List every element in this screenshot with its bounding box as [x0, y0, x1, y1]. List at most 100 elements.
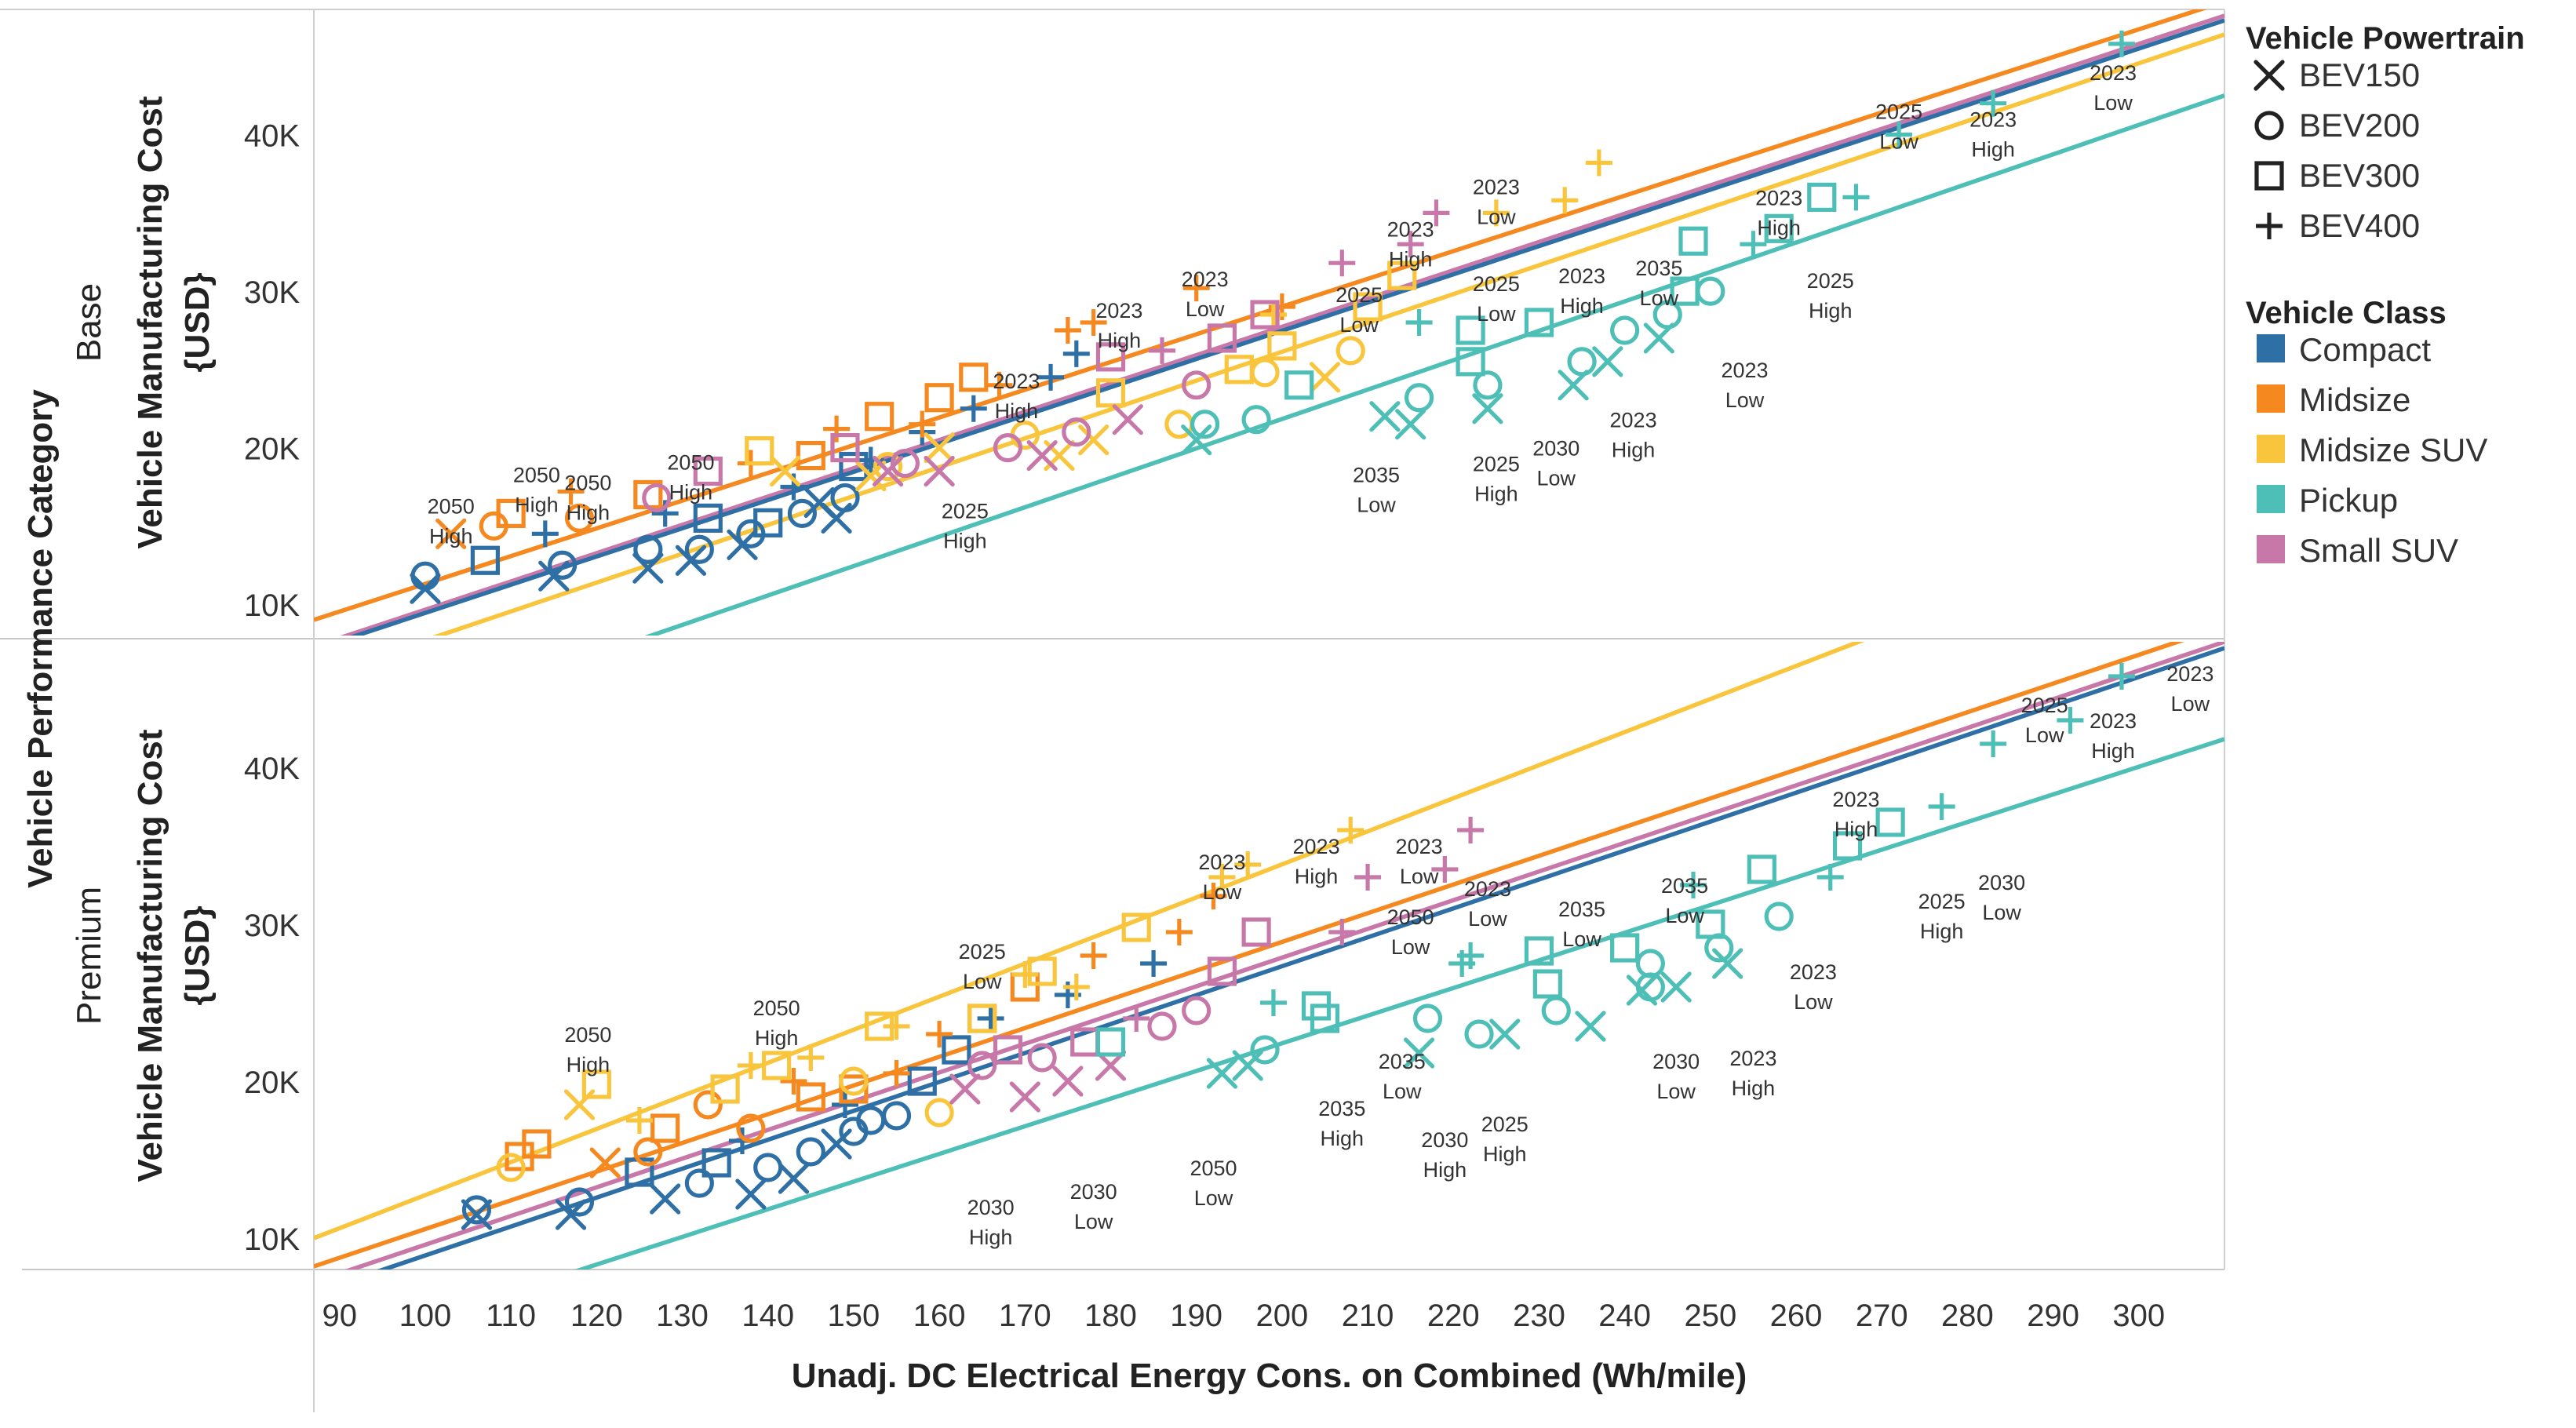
- data-point-circle: [642, 483, 672, 513]
- data-point-square: [650, 1113, 680, 1143]
- data-point-square: [1207, 956, 1237, 986]
- point-annotation: Low: [2025, 723, 2064, 747]
- data-point-circle: [753, 1153, 783, 1182]
- legend-powertrain-label: BEV300: [2299, 157, 2420, 194]
- data-point-circle: [1147, 1011, 1177, 1041]
- data-point-plus: [1928, 793, 1955, 820]
- data-point-x: [650, 1183, 681, 1215]
- data-point-x: [1403, 1037, 1435, 1069]
- data-point-square: [1284, 370, 1314, 400]
- point-annotation: Low: [1194, 1186, 1233, 1210]
- point-annotation: 2030: [1532, 437, 1579, 461]
- point-annotation: 2025: [1918, 890, 1966, 913]
- point-annotation: 2023: [1610, 409, 1657, 432]
- trend-line: [344, 642, 2224, 1270]
- data-point-x: [735, 1178, 767, 1210]
- legend-powertrain-label: BEV200: [2299, 107, 2420, 144]
- data-point-plus: [1423, 199, 1450, 227]
- y-tick-label: 40K: [244, 119, 300, 154]
- point-annotation: Low: [1477, 205, 1516, 228]
- data-point-x: [461, 1199, 493, 1230]
- data-point-plus: [883, 1013, 910, 1040]
- legend-shape-square: [2254, 161, 2284, 191]
- point-annotation: 2025: [1473, 453, 1520, 476]
- point-annotation: Low: [1400, 865, 1439, 888]
- data-point-plus: [557, 478, 585, 505]
- data-point-square: [993, 1035, 1023, 1065]
- data-point-x: [949, 1073, 981, 1105]
- data-point-circle: [736, 1113, 766, 1143]
- point-annotation: 2050: [667, 451, 714, 475]
- panel-category-label: Premium: [70, 887, 108, 1025]
- data-point-x: [555, 1199, 587, 1230]
- data-point-circle: [1250, 1035, 1280, 1065]
- point-annotation: 2035: [1318, 1097, 1365, 1120]
- data-point-plus: [1182, 275, 1210, 302]
- point-annotation: 2023: [2090, 61, 2137, 85]
- legend-class-label: Compact: [2299, 331, 2431, 368]
- legend-shape-plus: [2256, 213, 2283, 239]
- point-annotation: Low: [1391, 935, 1430, 959]
- data-point-plus: [1397, 231, 1424, 258]
- x-tick-label: 120: [570, 1299, 623, 1333]
- data-point-circle: [684, 1168, 714, 1198]
- point-annotation: 2023: [1558, 264, 1605, 288]
- point-annotation: 2023: [1396, 835, 1443, 858]
- data-point-square: [745, 435, 774, 466]
- data-point-plus: [1448, 950, 1476, 977]
- x-tick-label: 270: [1856, 1299, 1908, 1333]
- point-annotation: Low: [1665, 904, 1704, 927]
- point-annotation: 2023: [1969, 108, 2017, 132]
- legend-class-label: Pickup: [2299, 482, 2398, 519]
- point-annotation: Low: [1640, 286, 1679, 310]
- data-point-plus: [1680, 872, 1707, 898]
- data-point-square: [1456, 315, 1485, 345]
- data-point-circle: [461, 1195, 492, 1225]
- data-point-square: [839, 1074, 869, 1104]
- data-point-circle: [890, 448, 920, 479]
- data-point-circle: [993, 432, 1023, 463]
- point-annotation: Low: [1879, 130, 1918, 154]
- data-point-plus: [1080, 942, 1107, 969]
- x-tick-label: 300: [2112, 1299, 2165, 1333]
- data-point-square: [693, 503, 723, 533]
- data-point-x: [821, 1128, 852, 1160]
- data-point-plus: [1431, 856, 1459, 883]
- data-point-plus: [1354, 864, 1382, 891]
- x-tick-label: 90: [322, 1299, 358, 1333]
- data-point-plus: [1816, 864, 1844, 891]
- row-axis-title: Vehicle Performance Category: [21, 389, 60, 888]
- data-point-x: [589, 1147, 621, 1178]
- data-point-square: [701, 1148, 731, 1178]
- point-annotation: High: [567, 1053, 610, 1076]
- point-annotation: Low: [2171, 692, 2210, 716]
- data-point-x: [924, 455, 955, 487]
- point-annotation: High: [1809, 299, 1853, 322]
- point-annotation: 2025: [1473, 272, 1520, 296]
- point-annotation: High: [755, 1026, 799, 1050]
- data-point-plus: [1585, 149, 1612, 177]
- data-point-circle: [1635, 972, 1666, 1002]
- data-point-circle: [1652, 300, 1682, 330]
- x-tick-label: 190: [1170, 1299, 1222, 1333]
- point-annotation: 2023: [1198, 851, 1245, 874]
- data-point-square: [1747, 854, 1776, 884]
- data-point-circle: [1412, 1004, 1443, 1033]
- point-annotation: Low: [1982, 901, 2021, 924]
- data-point-x: [1472, 393, 1503, 424]
- data-point-plus: [832, 1091, 858, 1118]
- legend-class-title: Vehicle Class: [2246, 296, 2447, 330]
- point-annotation: Low: [1186, 297, 1225, 321]
- point-annotation: 2050: [564, 1023, 611, 1047]
- data-point-square: [796, 440, 825, 471]
- x-tick-label: 180: [1084, 1299, 1137, 1333]
- data-point-circle: [1696, 276, 1725, 306]
- x-tick-label: 150: [828, 1299, 880, 1333]
- y-tick-label: 30K: [244, 275, 300, 310]
- data-point-circle: [1704, 933, 1734, 963]
- point-annotation: High: [1835, 818, 1878, 841]
- data-point-square: [942, 1035, 971, 1065]
- data-point-square: [1121, 913, 1151, 942]
- data-point-square: [1678, 226, 1708, 256]
